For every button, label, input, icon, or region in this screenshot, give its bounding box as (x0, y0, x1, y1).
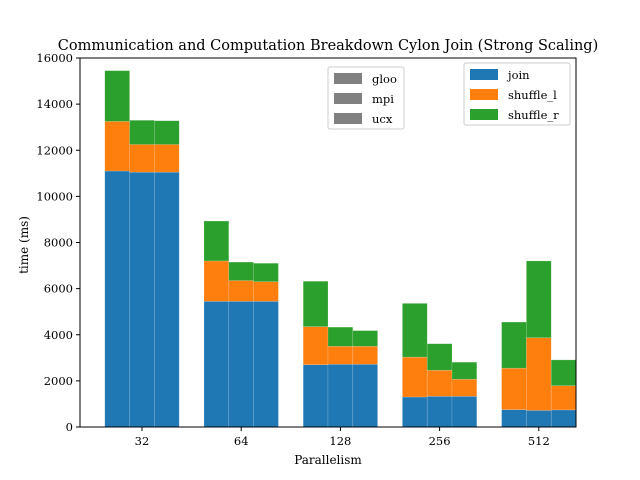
bar-join-64-gloo (203, 301, 230, 428)
y-tick-label: 10000 (36, 189, 73, 203)
legend-series: join shuffle_l shuffle_r (463, 62, 571, 126)
bar-join-512-mpi (526, 410, 552, 428)
legend-swatch-shuffle_l (470, 89, 498, 100)
bar-shuffle_l-64-mpi (228, 280, 254, 302)
legend-label-gloo: gloo (372, 72, 397, 86)
legend-swatch-ucx (334, 113, 362, 124)
bar-join-128-ucx (352, 363, 378, 428)
bar-shuffle_r-32-ucx (154, 120, 180, 145)
bar-join-128-mpi (327, 363, 354, 428)
bar-shuffle_r-32-gloo (104, 70, 130, 122)
y-tick-label: 16000 (36, 51, 73, 65)
legend-swatch-mpi (334, 93, 362, 104)
bar-shuffle_l-512-ucx (550, 385, 577, 411)
legend-label-join: join (506, 68, 530, 82)
x-tick-label: 128 (329, 434, 351, 448)
bar-shuffle_l-512-gloo (501, 367, 527, 411)
bar-shuffle_l-128-gloo (302, 326, 329, 366)
y-tick-label: 6000 (44, 282, 73, 296)
bar-join-256-ucx (451, 396, 478, 428)
bar-join-512-ucx (550, 409, 577, 428)
bar-shuffle_l-256-gloo (402, 356, 428, 398)
y-tick-label: 12000 (36, 143, 73, 157)
legend-label-shuffle_r: shuffle_r (508, 108, 559, 122)
bar-shuffle_l-64-ucx (253, 281, 279, 302)
y-tick-label: 8000 (44, 236, 73, 250)
bar-shuffle_l-256-ucx (451, 378, 478, 397)
x-tick-label: 32 (135, 434, 150, 448)
bar-join-32-ucx (154, 171, 180, 428)
bar-shuffle_r-512-gloo (501, 321, 527, 369)
bar-shuffle_r-64-gloo (203, 220, 230, 262)
bar-shuffle_r-256-gloo (402, 303, 428, 358)
bar-join-32-mpi (129, 171, 155, 428)
bar-shuffle_r-256-ucx (451, 361, 478, 380)
legend-swatch-join (470, 69, 498, 80)
legend-label-ucx: ucx (372, 112, 393, 126)
chart-title: Communication and Computation Breakdown … (58, 38, 599, 54)
legend-label-shuffle_l: shuffle_l (508, 88, 557, 102)
bar-join-128-gloo (302, 364, 329, 428)
bar-shuffle_r-128-gloo (302, 280, 329, 327)
bar-join-64-mpi (228, 301, 254, 428)
bar-shuffle_l-32-mpi (129, 144, 155, 173)
bar-shuffle_l-64-gloo (203, 260, 230, 302)
bar-shuffle_r-128-ucx (352, 330, 378, 347)
x-axis: 32 64 128 256 512 (135, 427, 550, 448)
bar-join-512-gloo (501, 409, 527, 428)
y-tick-label: 4000 (44, 328, 73, 342)
bar-shuffle_r-512-ucx (550, 359, 577, 387)
bar-join-32-gloo (104, 170, 130, 428)
bar-shuffle_l-128-mpi (327, 345, 354, 365)
bar-shuffle_r-128-mpi (327, 326, 354, 347)
bar-join-256-mpi (426, 396, 453, 428)
bar-join-256-gloo (402, 396, 428, 428)
bars-group (104, 70, 577, 428)
legend-variants: gloo mpi ucx (327, 66, 405, 130)
bar-shuffle_r-512-mpi (526, 260, 552, 339)
bar-shuffle_l-128-ucx (352, 345, 378, 365)
x-tick-label: 256 (429, 434, 451, 448)
y-axis: 0 2000 4000 6000 8000 10000 12000 14000 16000 (36, 51, 80, 434)
legend-label-mpi: mpi (372, 92, 394, 106)
bar-shuffle_l-32-gloo (104, 121, 130, 172)
y-tick-label: 0 (66, 420, 73, 434)
bar-shuffle_l-32-ucx (154, 144, 180, 173)
legend-swatch-shuffle_r (470, 109, 498, 120)
y-axis-label: time (ms) (17, 216, 31, 274)
bar-shuffle_l-256-mpi (426, 369, 453, 397)
bar-shuffle_r-64-ucx (253, 262, 279, 283)
x-axis-label: Parallelism (294, 453, 362, 467)
y-tick-label: 2000 (44, 374, 73, 388)
x-tick-label: 64 (234, 434, 249, 448)
bar-shuffle_r-64-mpi (228, 261, 254, 281)
bar-join-64-ucx (253, 301, 279, 428)
bar-shuffle_r-256-mpi (426, 343, 453, 371)
x-tick-label: 512 (528, 434, 550, 448)
bar-shuffle_l-512-mpi (526, 337, 552, 411)
legend-swatch-gloo (334, 73, 362, 84)
y-tick-label: 14000 (36, 97, 73, 111)
bar-shuffle_r-32-mpi (129, 119, 155, 145)
